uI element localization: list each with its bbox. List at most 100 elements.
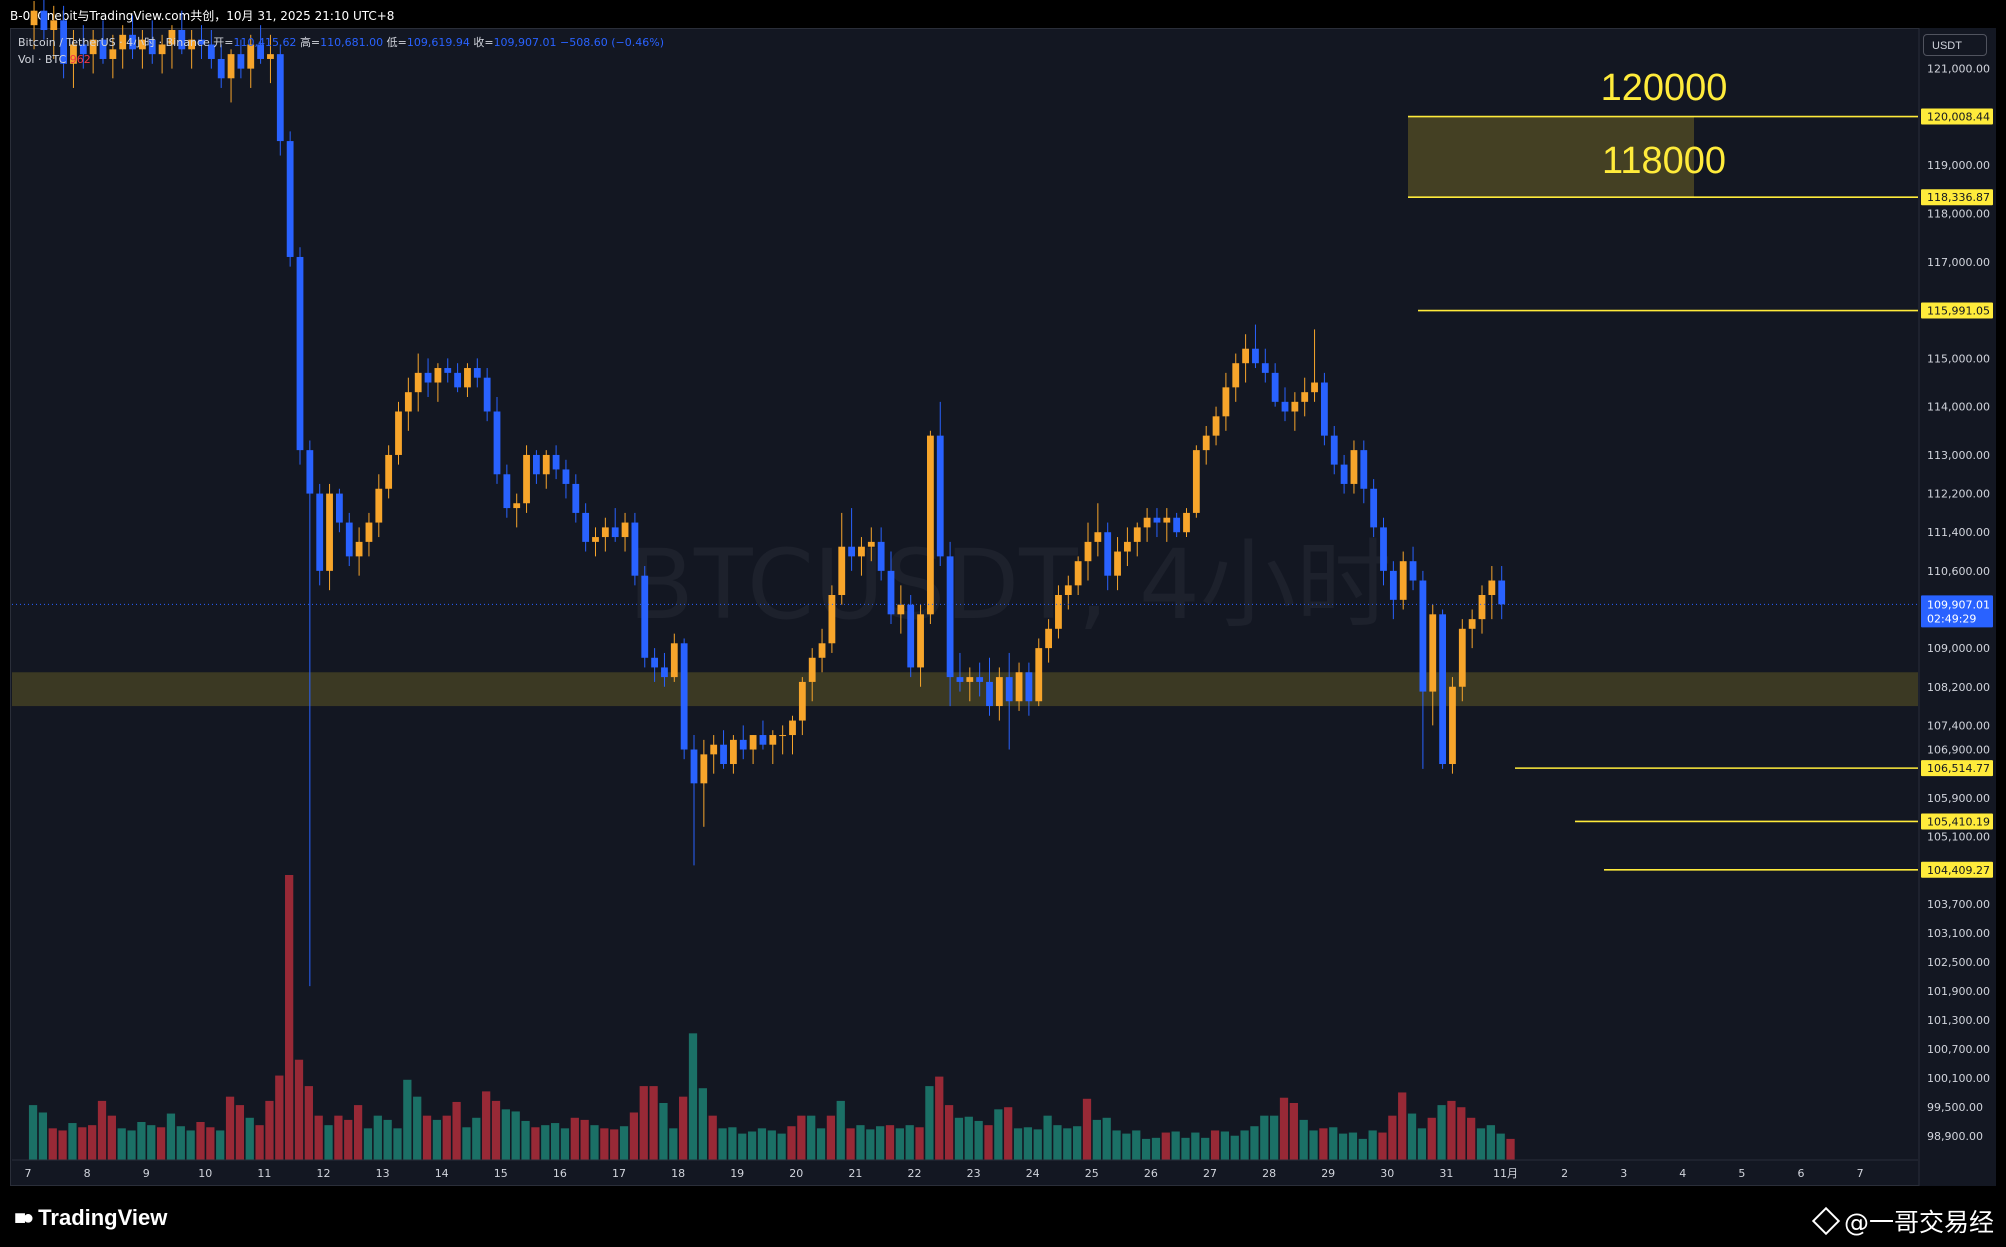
- candle: [592, 527, 599, 557]
- svg-text:104,409.27: 104,409.27: [1927, 864, 1990, 877]
- volume-bar: [304, 1086, 313, 1160]
- candle: [168, 25, 176, 69]
- volume-bar: [472, 1117, 481, 1160]
- candle: [542, 450, 550, 489]
- candle: [1114, 537, 1121, 591]
- volume-bar: [590, 1125, 599, 1160]
- volume-bar: [68, 1123, 77, 1160]
- volume-bar: [816, 1128, 826, 1160]
- highlight-zone[interactable]: [12, 672, 1918, 707]
- candle: [316, 483, 324, 586]
- candle: [1321, 372, 1328, 446]
- volume-bar: [206, 1127, 215, 1160]
- candle: [818, 628, 826, 673]
- candle: [1429, 604, 1437, 726]
- symbol-name[interactable]: Bitcoin / TetherUS · 4小时 · Binance: [18, 36, 210, 49]
- candle: [1232, 353, 1240, 402]
- volume-bar: [1230, 1135, 1239, 1160]
- annotation-120000: 120000: [1601, 67, 1728, 109]
- volume-bar: [669, 1128, 678, 1160]
- price-tick-label: 112,200.00: [1927, 488, 1990, 501]
- volume-bar: [649, 1086, 658, 1160]
- candle: [207, 30, 215, 69]
- volume-bar: [688, 1033, 698, 1160]
- volume-bar: [521, 1120, 530, 1160]
- currency-button[interactable]: USDT: [1923, 34, 1987, 56]
- candle: [1025, 662, 1033, 716]
- volume-bar: [1378, 1132, 1387, 1160]
- candle: [1183, 508, 1190, 538]
- time-tick-label: 6: [1798, 1167, 1805, 1180]
- candle: [79, 25, 87, 69]
- volume-bar: [452, 1101, 461, 1160]
- tradingview-logo[interactable]: ■● TradingView: [14, 1205, 167, 1231]
- volume-bar: [1447, 1100, 1456, 1160]
- candle: [572, 474, 580, 523]
- candle: [523, 445, 530, 513]
- candle: [1045, 619, 1052, 663]
- volume-bar: [1073, 1126, 1082, 1160]
- top-bar: B-0xOnebit与TradingView.com共创，10月 31, 202…: [0, 0, 2006, 28]
- volume-bar: [58, 1130, 67, 1160]
- volume-bar: [1102, 1117, 1111, 1160]
- volume-bar: [245, 1117, 254, 1160]
- chart-frame[interactable]: [10, 28, 1996, 1186]
- volume-bar: [294, 1059, 304, 1160]
- candle: [621, 512, 629, 552]
- svg-text:115,991.05: 115,991.05: [1927, 305, 1990, 318]
- time-tick-label: 31: [1439, 1167, 1453, 1180]
- volume-bar: [994, 1109, 1003, 1160]
- volume-bar: [511, 1111, 520, 1160]
- candle: [1163, 508, 1171, 542]
- candle: [1015, 662, 1023, 711]
- tradingview-logo-icon: ■●: [14, 1206, 34, 1229]
- volume-bar: [1348, 1132, 1358, 1160]
- close-value: 109,907.01: [493, 36, 557, 49]
- candle: [414, 353, 422, 412]
- candle: [1439, 609, 1446, 769]
- candle: [995, 667, 1003, 721]
- candle: [1192, 445, 1200, 518]
- tradingview-logo-text: TradingView: [38, 1205, 168, 1230]
- volume-label[interactable]: Vol · BTC: [18, 53, 67, 66]
- candle: [1133, 522, 1141, 557]
- candle: [1212, 406, 1220, 446]
- volume-bar: [1112, 1130, 1121, 1160]
- volume-bar: [462, 1127, 471, 1160]
- volume-bar: [570, 1117, 579, 1160]
- volume-bar: [107, 1115, 116, 1160]
- candle: [1242, 334, 1249, 383]
- candle: [129, 15, 136, 59]
- volume-bar: [836, 1100, 845, 1160]
- candle: [148, 20, 156, 64]
- highlight-zone[interactable]: [1408, 116, 1694, 198]
- volume-bar: [964, 1116, 973, 1160]
- volume-bar: [216, 1130, 225, 1160]
- candle: [917, 604, 924, 687]
- volume-bar: [1358, 1138, 1367, 1160]
- volume-bar: [944, 1105, 954, 1160]
- candle: [198, 25, 205, 59]
- binance-square-icon: [1811, 1206, 1841, 1236]
- time-tick-label: 22: [908, 1167, 922, 1180]
- level-price-label: 115,991.05: [1921, 302, 1993, 319]
- volume-bar: [698, 1088, 707, 1160]
- time-tick-label: 11: [257, 1167, 271, 1180]
- volume-bar: [393, 1128, 402, 1160]
- time-tick-label: 8: [84, 1167, 91, 1180]
- candle: [828, 585, 836, 653]
- volume-bar: [1063, 1128, 1072, 1160]
- candle: [276, 44, 284, 156]
- candle: [858, 537, 865, 576]
- time-tick-label: 15: [494, 1167, 508, 1180]
- volume-bar: [1240, 1130, 1249, 1160]
- candle: [897, 585, 905, 634]
- candle: [306, 440, 314, 987]
- volume-bar: [1506, 1138, 1515, 1160]
- candle: [247, 34, 255, 88]
- volume-bar: [1260, 1115, 1269, 1160]
- volume-bar: [48, 1128, 57, 1160]
- volume-legend-row: Vol · BTC 962: [18, 51, 664, 68]
- candle: [956, 652, 964, 692]
- price-chart[interactable]: BTCUSDT, 4小时 120000 118000 121,000.00119…: [0, 0, 2006, 1186]
